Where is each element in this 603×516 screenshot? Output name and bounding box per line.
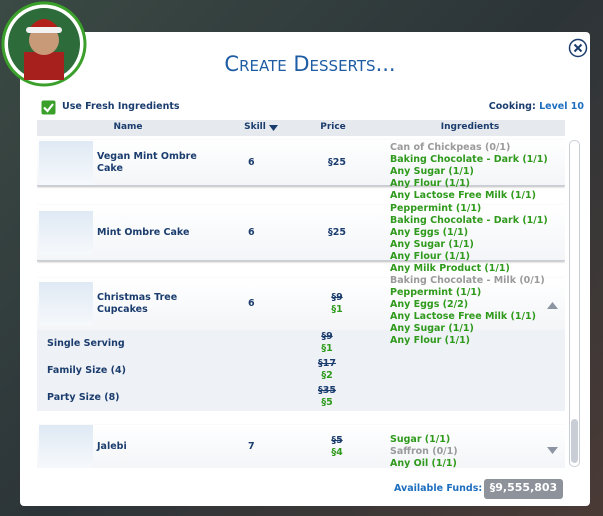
recipe-row[interactable] — [37, 278, 565, 331]
column-header[interactable]: Skill — [244, 122, 266, 132]
size-name: Family Size (4) — [47, 365, 126, 376]
recipe-name: Mint Ombre Cake — [97, 226, 190, 238]
avatar — [1, 1, 87, 87]
ingredient: Peppermint (1/1) — [390, 287, 482, 298]
recipe-thumbnail — [39, 282, 93, 326]
ingredient: Any Eggs (1/1) — [390, 227, 469, 238]
recipe-name: Vegan Mint Ombre Cake — [97, 150, 197, 174]
checkbox[interactable] — [41, 100, 56, 115]
recipe-row[interactable] — [37, 205, 565, 261]
funds-box — [484, 479, 563, 499]
funds-label: Available Funds: — [394, 483, 483, 494]
recipe-list: Vegan Mint Ombre Cake 6 §25 Can of Chickpea… — [37, 138, 565, 468]
ingredient: Baking Chocolate - Milk (0/1) — [390, 275, 545, 286]
original-price: §35 — [318, 385, 336, 396]
size-name: Single Serving — [47, 338, 125, 349]
original-price: §5 — [331, 434, 343, 446]
skill: 6 — [248, 226, 255, 238]
ingredient: Saffron (0/1) — [390, 446, 458, 457]
dialog-title: Create Desserts... — [224, 52, 396, 76]
ingredient: Any Oil (1/1) — [390, 458, 457, 468]
original-price: §17 — [318, 358, 336, 369]
price: §5 — [321, 397, 333, 408]
column-header: Price — [320, 122, 346, 132]
column-header: Name — [113, 122, 143, 132]
ingredient: Baking Chocolate - Dark (1/1) — [390, 215, 548, 226]
close-button[interactable] — [568, 38, 588, 58]
table-header — [37, 120, 565, 136]
recipe-name: Jalebi — [97, 440, 127, 452]
ingredient: Any Flour (1/1) — [390, 178, 471, 189]
ingredient: Peppermint (1/1) — [390, 203, 482, 214]
ingredient: Any Flour (1/1) — [390, 251, 471, 262]
skill-level: Cooking: Level 10 — [489, 101, 584, 112]
recipe-row[interactable] — [37, 140, 565, 186]
ingredient: Any Lactose Free Milk (1/1) — [390, 311, 536, 322]
ingredient: Any Sugar (1/1) — [390, 239, 474, 250]
recipe-thumbnail — [39, 210, 93, 255]
ingredient: Any Sugar (1/1) — [390, 166, 474, 177]
price: §1 — [331, 304, 343, 315]
skill: 6 — [248, 298, 255, 309]
recipe-row[interactable] — [37, 425, 565, 468]
recipe-thumbnail — [39, 140, 93, 185]
skill-label: Cooking: — [488, 101, 536, 112]
price: §25 — [328, 156, 346, 168]
ingredient: Any Sugar (1/1) — [390, 323, 474, 334]
price: §1 — [321, 343, 333, 354]
checkbox-label[interactable]: Use Fresh Ingredients — [62, 101, 180, 112]
funds-value: §9,555,803 — [489, 481, 558, 494]
recipe-thumbnail — [39, 424, 93, 468]
original-price: §9 — [321, 331, 333, 342]
price: §4 — [331, 446, 343, 458]
scrollbar[interactable] — [569, 140, 580, 467]
original-price: §9 — [331, 292, 343, 303]
ingredient: Any Milk Product (1/1) — [390, 263, 510, 274]
price: §2 — [321, 370, 333, 381]
ingredient: Any Flour (1/1) — [390, 335, 471, 346]
ingredient: Any Eggs (2/2) — [390, 299, 469, 310]
price: §25 — [328, 226, 346, 238]
sort-indicator — [269, 125, 278, 131]
collapse-arrow[interactable] — [547, 302, 559, 310]
column-header: Ingredients — [440, 122, 500, 132]
size-option[interactable] — [37, 384, 565, 412]
recipe-name: Christmas Tree Cupcakes — [97, 292, 178, 315]
skill-value: Level 10 — [539, 101, 584, 112]
skill: 6 — [248, 156, 255, 168]
size-name: Party Size (8) — [47, 392, 120, 403]
ingredient: Baking Chocolate - Dark (1/1) — [390, 154, 548, 165]
ingredient: Any Lactose Free Milk (1/1) — [390, 190, 536, 201]
ingredient: Can of Chickpeas (0/1) — [390, 142, 511, 153]
ingredient: Sugar (1/1) — [390, 434, 451, 445]
skill: 7 — [248, 440, 255, 452]
expand-arrow[interactable] — [547, 447, 559, 455]
